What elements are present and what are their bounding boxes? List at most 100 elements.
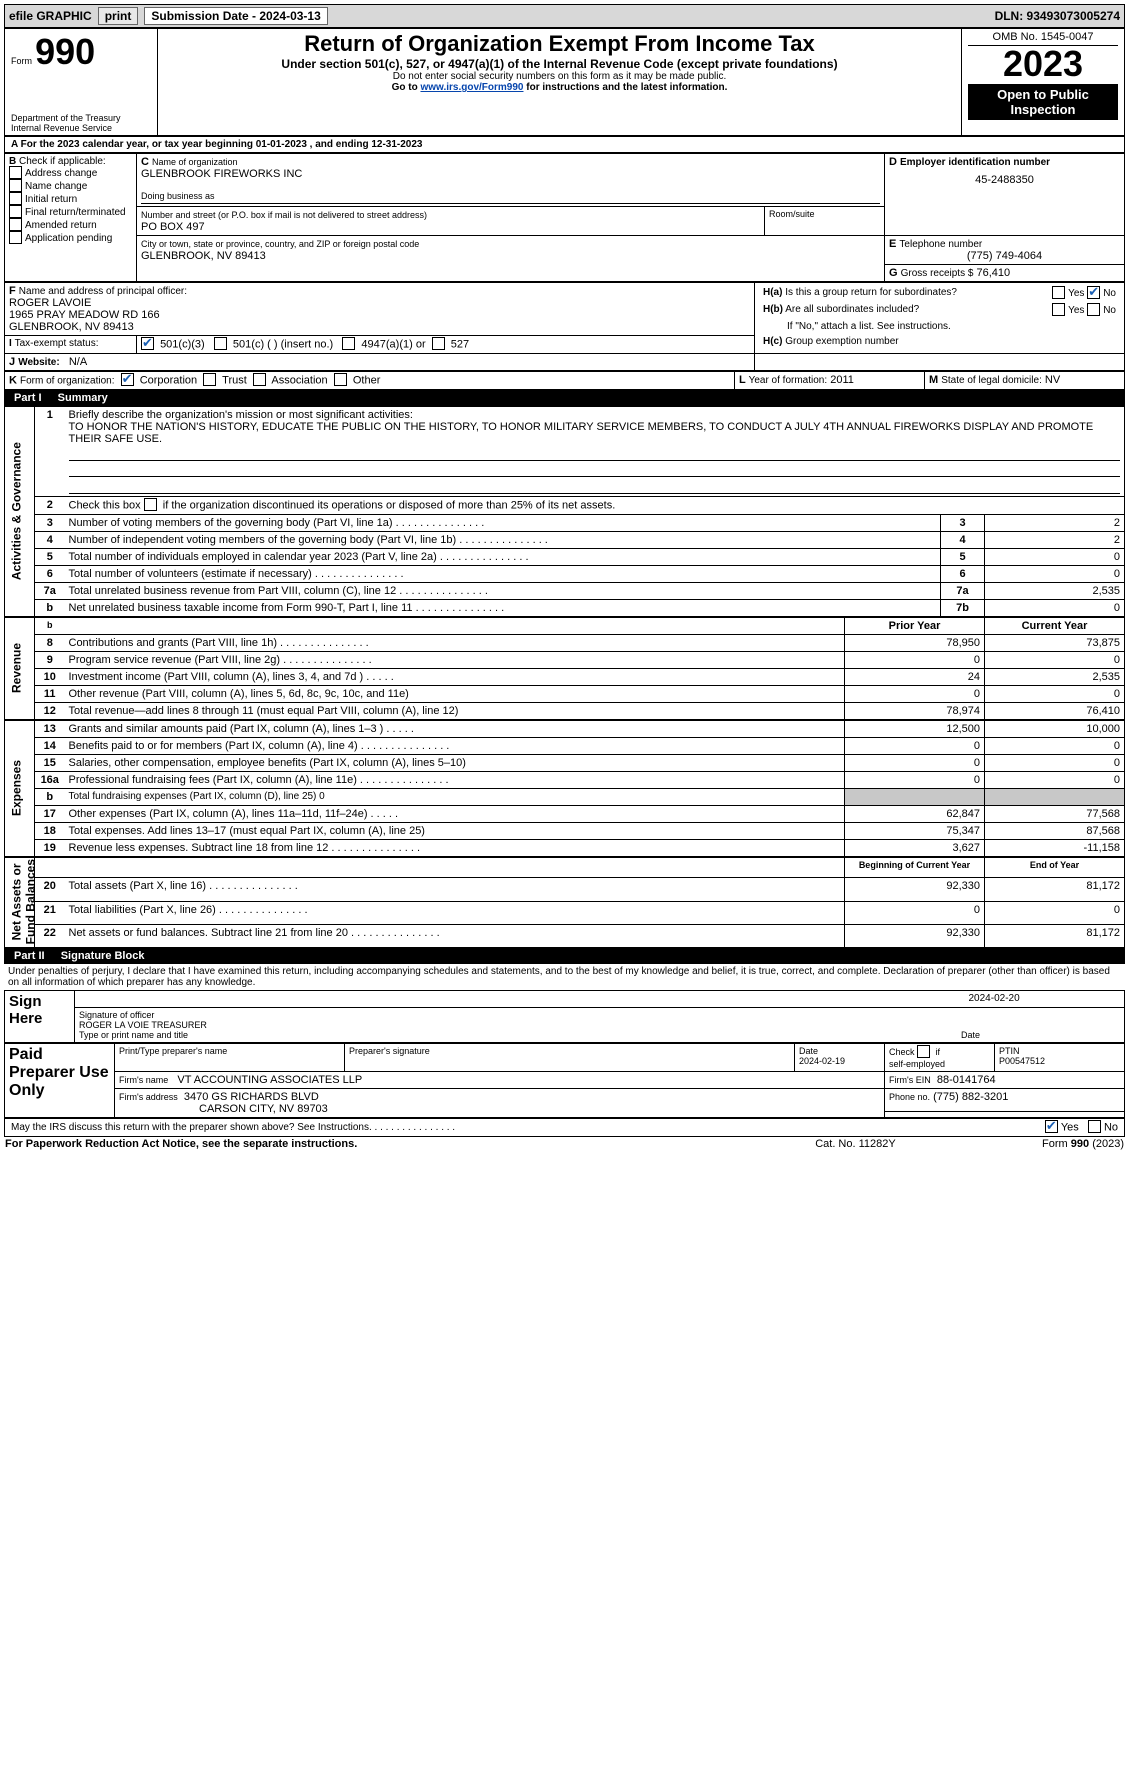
cy-header: Current Year <box>985 617 1125 634</box>
ha-yes[interactable] <box>1052 286 1065 299</box>
chk-name-change[interactable] <box>9 179 22 192</box>
hb-yes[interactable] <box>1052 303 1065 316</box>
rev-row: 11Other revenue (Part VIII, column (A), … <box>5 685 1125 702</box>
ag-row: 6Total number of volunteers (estimate if… <box>5 565 1125 582</box>
officer-sign-date: 2024-02-20 <box>969 993 1020 1004</box>
dba-label: Doing business as <box>141 190 880 204</box>
room-label: Room/suite <box>764 206 884 235</box>
l-label: Year of formation: <box>749 375 828 386</box>
vlabel-expenses: Expenses <box>5 720 35 856</box>
dept-treasury: Department of the Treasury Internal Reve… <box>11 113 151 133</box>
print-button[interactable]: print <box>98 7 139 25</box>
chk-assoc[interactable] <box>253 373 266 386</box>
perjury-declaration: Under penalties of perjury, I declare th… <box>4 964 1125 990</box>
chk-501c[interactable] <box>214 337 227 350</box>
chk-application-pending[interactable] <box>9 231 22 244</box>
dln: DLN: 93493073005274 <box>995 9 1120 23</box>
j-label: Website: <box>18 357 60 368</box>
officer-name: ROGER LAVOIE <box>9 297 91 309</box>
sign-here-label: Sign Here <box>5 991 75 1043</box>
submission-date: Submission Date - 2024-03-13 <box>144 7 327 25</box>
discuss-question: May the IRS discuss this return with the… <box>11 1122 455 1133</box>
firm-addr1: 3470 GS RICHARDS BLVD <box>184 1091 319 1103</box>
l1-label: Briefly describe the organization's miss… <box>69 409 413 421</box>
ein: 45-2488350 <box>889 168 1120 186</box>
pp-name-label: Print/Type preparer's name <box>115 1044 345 1072</box>
org-city: GLENBROOK, NV 89413 <box>141 250 266 262</box>
chk-initial-return[interactable] <box>9 192 22 205</box>
rev-row: 10Investment income (Part VIII, column (… <box>5 668 1125 685</box>
phone-label: Phone no. <box>889 1092 930 1102</box>
chk-self-employed[interactable] <box>917 1045 930 1058</box>
form-subtitle-1: Under section 501(c), 527, or 4947(a)(1)… <box>164 57 955 71</box>
ag-row: 3Number of voting members of the governi… <box>5 514 1125 531</box>
firm-ein-label: Firm's EIN <box>889 1075 931 1085</box>
form-subtitle-2: Do not enter social security numbers on … <box>164 71 955 82</box>
e-label: Telephone number <box>899 239 982 250</box>
entity-block: B Check if applicable: Address change Na… <box>4 153 1125 282</box>
ag-row: 4Number of independent voting members of… <box>5 531 1125 548</box>
open-inspection: Open to Public Inspection <box>968 84 1118 120</box>
state-domicile: NV <box>1045 374 1060 386</box>
exp-row: 14Benefits paid to or for members (Part … <box>5 737 1125 754</box>
firm-addr2: CARSON CITY, NV 89703 <box>119 1103 328 1115</box>
firm-name: VT ACCOUNTING ASSOCIATES LLP <box>177 1074 362 1086</box>
f-label: Name and address of principal officer: <box>19 286 187 297</box>
form-label: Form <box>11 56 32 66</box>
chk-final-return[interactable] <box>9 205 22 218</box>
addr-label: Number and street (or P.O. box if mail i… <box>141 210 427 220</box>
chk-amended-return[interactable] <box>9 218 22 231</box>
form-number: 990 <box>35 31 95 72</box>
cat-no: Cat. No. 11282Y <box>767 1137 945 1151</box>
rev-row: 8Contributions and grants (Part VIII, li… <box>5 634 1125 651</box>
chk-501c3[interactable] <box>141 337 154 350</box>
paid-preparer-label: Paid Preparer Use Only <box>5 1044 115 1118</box>
hb-no[interactable] <box>1087 303 1100 316</box>
discuss-no[interactable] <box>1088 1120 1101 1133</box>
mission-text: TO HONOR THE NATION'S HISTORY, EDUCATE T… <box>69 421 1094 445</box>
exp-row: 16aProfessional fundraising fees (Part I… <box>5 771 1125 788</box>
hb-label: Are all subordinates included? <box>785 304 919 315</box>
line-a-text: For the 2023 calendar year, or tax year … <box>21 139 423 150</box>
exp-row: 18Total expenses. Add lines 13–17 (must … <box>5 822 1125 839</box>
discuss-yes[interactable] <box>1045 1120 1058 1133</box>
sig-officer-name: ROGER LA VOIE TREASURER <box>79 1020 207 1030</box>
gross-receipts: 76,410 <box>977 267 1011 279</box>
officer-addr1: 1965 PRAY MEADOW RD 166 <box>9 309 160 321</box>
exp-row: 17Other expenses (Part IX, column (A), l… <box>5 805 1125 822</box>
tax-year: 2023 <box>968 46 1118 82</box>
form-title: Return of Organization Exempt From Incom… <box>164 31 955 57</box>
telephone: (775) 749-4064 <box>889 250 1120 262</box>
form-header: Form 990 Department of the Treasury Inte… <box>4 28 1125 136</box>
part1-header: Part I Summary <box>4 390 1125 406</box>
na-row: 21Total liabilities (Part X, line 26)00 <box>5 901 1125 924</box>
na-row: 20Total assets (Part X, line 16)92,33081… <box>5 878 1125 901</box>
vlabel-activities: Activities & Governance <box>5 406 35 616</box>
na-hdr1: Beginning of Current Year <box>845 857 985 878</box>
irs-link[interactable]: www.irs.gov/Form990 <box>420 82 523 93</box>
chk-trust[interactable] <box>203 373 216 386</box>
paperwork-notice: For Paperwork Reduction Act Notice, see … <box>4 1137 767 1151</box>
b-label: Check if applicable: <box>19 156 106 167</box>
vlabel-netassets: Net Assets orFund Balances <box>5 857 35 947</box>
top-toolbar: efile GRAPHIC print Submission Date - 20… <box>4 4 1125 28</box>
chk-4947[interactable] <box>342 337 355 350</box>
part2-header: Part II Signature Block <box>4 948 1125 964</box>
rev-row: 9Program service revenue (Part VIII, lin… <box>5 651 1125 668</box>
vlabel-revenue: Revenue <box>5 617 35 719</box>
city-label: City or town, state or province, country… <box>141 239 419 249</box>
ag-row: 5Total number of individuals employed in… <box>5 548 1125 565</box>
chk-address-change[interactable] <box>9 166 22 179</box>
officer-addr2: GLENBROOK, NV 89413 <box>9 321 134 333</box>
chk-527[interactable] <box>432 337 445 350</box>
chk-discontinued[interactable] <box>144 498 157 511</box>
date-label: Date <box>961 1030 980 1040</box>
firm-phone: (775) 882-3201 <box>933 1091 1008 1103</box>
exp-row: 15Salaries, other compensation, employee… <box>5 754 1125 771</box>
exp-row: bTotal fundraising expenses (Part IX, co… <box>5 788 1125 805</box>
pp-date-label: Date <box>799 1046 818 1056</box>
ha-no[interactable] <box>1087 286 1100 299</box>
ptin: P00547512 <box>999 1056 1045 1066</box>
chk-other[interactable] <box>334 373 347 386</box>
chk-corp[interactable] <box>121 373 134 386</box>
